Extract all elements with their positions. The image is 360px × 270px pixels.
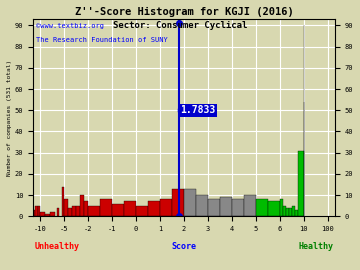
Bar — [196, 195, 208, 216]
Bar — [286, 208, 289, 216]
Bar — [208, 199, 220, 216]
Bar — [298, 151, 304, 216]
Bar — [295, 210, 298, 216]
Bar — [38, 206, 40, 216]
Bar — [136, 206, 148, 216]
Text: Healthy: Healthy — [298, 242, 333, 251]
Bar — [50, 212, 54, 216]
Bar — [64, 199, 68, 216]
Bar — [84, 201, 88, 216]
Text: 1.7833: 1.7833 — [180, 105, 215, 115]
Bar — [62, 187, 64, 216]
Bar — [268, 201, 280, 216]
Bar — [232, 199, 244, 216]
Bar — [184, 189, 196, 216]
Bar — [45, 214, 50, 216]
Bar — [244, 195, 256, 216]
Bar — [72, 206, 76, 216]
Bar — [100, 199, 112, 216]
Bar — [80, 195, 84, 216]
Y-axis label: Number of companies (531 total): Number of companies (531 total) — [7, 60, 12, 176]
Bar — [289, 208, 292, 216]
Bar — [292, 206, 295, 216]
Text: Unhealthy: Unhealthy — [35, 242, 80, 251]
Title: Z''-Score Histogram for KGJI (2016): Z''-Score Histogram for KGJI (2016) — [75, 7, 293, 17]
Bar — [283, 206, 286, 216]
Bar — [35, 206, 38, 216]
Bar — [124, 201, 136, 216]
Bar — [76, 206, 80, 216]
Bar — [220, 197, 232, 216]
Bar — [88, 206, 100, 216]
Bar — [57, 208, 59, 216]
Bar — [33, 210, 35, 216]
Bar — [280, 199, 283, 216]
Bar — [256, 199, 268, 216]
Text: The Research Foundation of SUNY: The Research Foundation of SUNY — [36, 37, 168, 43]
Bar — [172, 189, 184, 216]
Bar — [40, 212, 45, 216]
Bar — [112, 204, 124, 216]
Text: Score: Score — [171, 242, 197, 251]
Bar — [160, 199, 172, 216]
Bar — [68, 208, 72, 216]
Text: ©www.textbiz.org: ©www.textbiz.org — [36, 23, 104, 29]
Text: Sector: Consumer Cyclical: Sector: Consumer Cyclical — [113, 21, 247, 30]
Bar — [148, 201, 160, 216]
